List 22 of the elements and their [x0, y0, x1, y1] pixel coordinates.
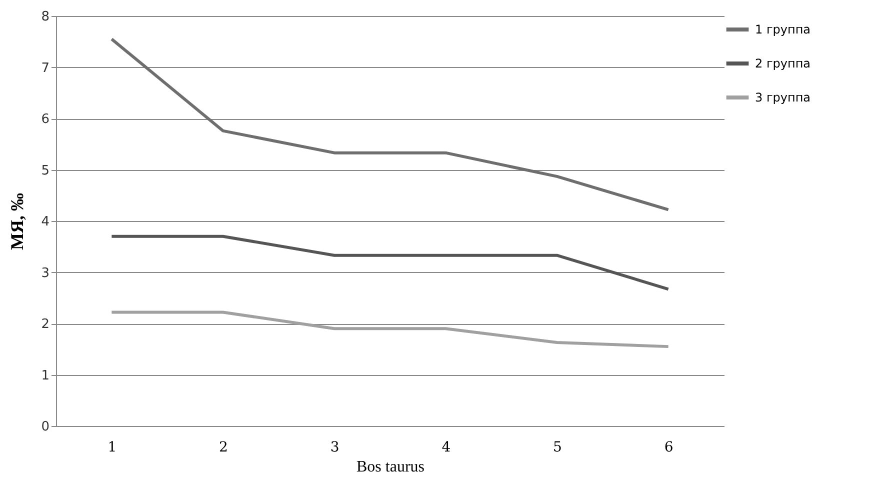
x-tick-label: 2 [219, 440, 228, 456]
line-series [110, 38, 670, 212]
x-axis-title: Bos taurus [356, 458, 424, 476]
y-tick-label: 0 [41, 420, 50, 434]
y-tick-label: 8 [41, 10, 50, 24]
x-tick-label: 1 [108, 440, 117, 456]
y-tick-label: 1 [41, 368, 50, 384]
y-tick-label: 2 [41, 317, 50, 332]
y-tick-label: 6 [41, 112, 50, 127]
legend-label: 3 группа [755, 90, 811, 104]
line-series [110, 310, 670, 348]
x-tick-label: 4 [442, 440, 451, 456]
y-tick-label: 7 [41, 60, 50, 76]
legend-label: 2 группа [755, 56, 811, 70]
x-tick-label: 6 [664, 440, 674, 456]
y-tick-label: 3 [41, 266, 50, 281]
y-tick-label: 4 [41, 214, 50, 230]
x-tick-label: 3 [330, 440, 340, 456]
y-tick-label: 5 [41, 163, 50, 178]
y-axis-title: МЯ, ‰ [7, 193, 28, 250]
legend-label: 1 группа [755, 22, 811, 36]
x-tick-label: 5 [553, 440, 562, 456]
